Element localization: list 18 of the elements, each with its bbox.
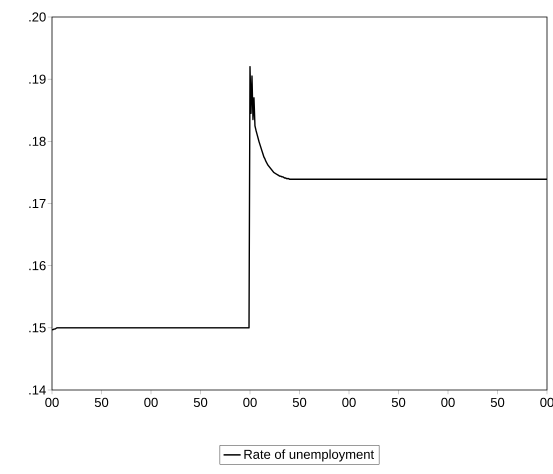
x-tick-label: 50 <box>490 398 504 408</box>
y-tick-label: .17 <box>29 199 46 208</box>
x-tick-label: 50 <box>392 398 406 408</box>
x-tick-label: 00 <box>441 398 455 408</box>
y-tick-label: .16 <box>29 261 46 270</box>
x-tick-label: 50 <box>292 398 306 408</box>
x-tick-label: 50 <box>194 398 208 408</box>
y-tick-label: .15 <box>29 323 46 332</box>
legend-label: Rate of unemployment <box>244 449 374 462</box>
y-tick-label: .14 <box>29 386 46 394</box>
y-tick-label: .19 <box>29 74 46 84</box>
x-tick-label: 00 <box>243 398 257 408</box>
y-tick-label: .18 <box>29 136 46 146</box>
y-tick-label: .20 <box>29 12 46 22</box>
x-tick-label: 50 <box>94 398 108 408</box>
x-tick-label: 00 <box>144 398 158 408</box>
x-tick-label: 00 <box>342 398 356 408</box>
x-tick-label: 00 <box>45 398 59 408</box>
